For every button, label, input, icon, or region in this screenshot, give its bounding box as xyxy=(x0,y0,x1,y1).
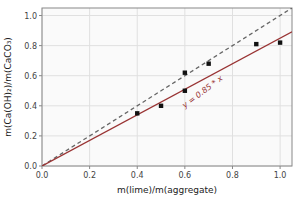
y-tick-label: 0.6 xyxy=(24,72,37,81)
y-tick-label: 0.4 xyxy=(24,102,37,111)
marks xyxy=(42,8,292,166)
y-axis-label: m(Ca(OH)₂)/m(CaCO₃) xyxy=(3,37,13,137)
plot-frame xyxy=(42,8,292,166)
chart: 0.0 0.2 0.4 0.6 0.8 1.0 0.0 0.2 0.4 0.6 0.8 1.0 m(li… xyxy=(0,0,300,200)
point xyxy=(159,104,163,108)
y-tick-label: 0.8 xyxy=(24,42,37,51)
point xyxy=(183,71,187,75)
y-grid-line xyxy=(42,75,292,76)
x-grid-line xyxy=(232,8,233,166)
y-tick-label: 0.2 xyxy=(24,132,37,141)
point xyxy=(183,89,187,93)
grid xyxy=(42,8,292,166)
x-tick-label: 1.0 xyxy=(274,171,287,180)
y-tick-label: 0.0 xyxy=(24,162,37,171)
y-tick-label: 1.0 xyxy=(24,12,37,21)
point xyxy=(135,111,139,115)
point xyxy=(206,61,210,65)
y-grid-line xyxy=(42,105,292,106)
axes: 0.0 0.2 0.4 0.6 0.8 1.0 0.0 0.2 0.4 0.6 0.8 1.0 xyxy=(24,8,292,180)
x-tick-label: 0.2 xyxy=(83,171,96,180)
point xyxy=(278,40,282,44)
x-grid-line xyxy=(137,8,138,166)
line xyxy=(42,8,292,166)
x-tick-label: 0.0 xyxy=(36,171,49,180)
y-grid-line xyxy=(42,135,292,136)
x-axis-label: m(lime)/m(aggregate) xyxy=(117,185,217,195)
x-tick-label: 0.8 xyxy=(226,171,239,180)
point xyxy=(254,42,258,46)
x-grid-line xyxy=(280,8,281,166)
y-grid-line xyxy=(42,15,292,16)
x-grid-line xyxy=(184,8,185,166)
x-grid-line xyxy=(89,8,90,166)
x-tick-label: 0.6 xyxy=(178,171,191,180)
x-tick-label: 0.4 xyxy=(131,171,144,180)
annotation: y = 0.85 * x xyxy=(180,74,225,111)
line xyxy=(42,32,292,166)
plot-area xyxy=(42,8,292,166)
